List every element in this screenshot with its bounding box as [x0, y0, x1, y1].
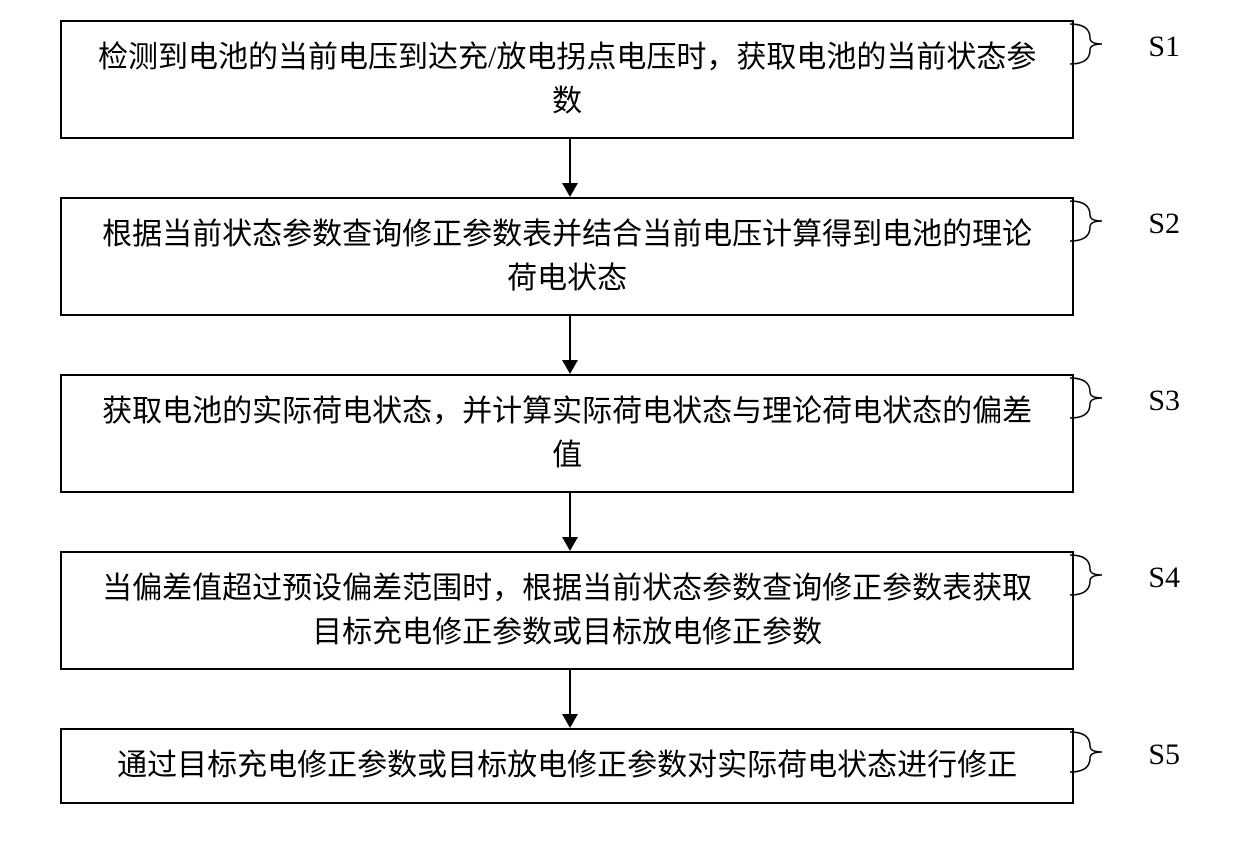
- step-label: S2: [1148, 207, 1180, 241]
- label-bracket-wrap: S3: [1068, 374, 1180, 418]
- step-row: 当偏差值超过预设偏差范围时，根据当前状态参数查询修正参数表获取目标充电修正参数或…: [60, 551, 1180, 670]
- step-row: 检测到电池的当前电压到达充/放电拐点电压时，获取电池的当前状态参数 S1: [60, 20, 1180, 139]
- step-text: 检测到电池的当前电压到达充/放电拐点电压时，获取电池的当前状态参数: [98, 41, 1036, 118]
- step-box-s2: 根据当前状态参数查询修正参数表并结合当前电压计算得到电池的理论荷电状态: [60, 197, 1074, 316]
- step-label: S3: [1148, 384, 1180, 418]
- step-text: 当偏差值超过预设偏差范围时，根据当前状态参数查询修正参数表获取目标充电修正参数或…: [102, 572, 1032, 649]
- step-box-s5: 通过目标充电修正参数或目标放电修正参数对实际荷电状态进行修正: [60, 728, 1074, 804]
- step-text: 根据当前状态参数查询修正参数表并结合当前电压计算得到电池的理论荷电状态: [102, 218, 1032, 295]
- step-row: 通过目标充电修正参数或目标放电修正参数对实际荷电状态进行修正 S5: [60, 728, 1180, 804]
- step-row: 获取电池的实际荷电状态，并计算实际荷电状态与理论荷电状态的偏差值 S3: [60, 374, 1180, 493]
- step-label: S1: [1148, 30, 1180, 64]
- curly-bracket-icon: [1068, 199, 1124, 243]
- step-box-s3: 获取电池的实际荷电状态，并计算实际荷电状态与理论荷电状态的偏差值: [60, 374, 1074, 493]
- curly-bracket-icon: [1068, 730, 1124, 774]
- connector-row: [60, 493, 1180, 551]
- step-label: S4: [1148, 561, 1180, 595]
- curly-bracket-icon: [1068, 553, 1124, 597]
- step-label: S5: [1148, 738, 1180, 772]
- arrow-down-icon: [555, 493, 585, 551]
- connector-row: [60, 670, 1180, 728]
- label-bracket-wrap: S5: [1068, 728, 1180, 772]
- step-row: 根据当前状态参数查询修正参数表并结合当前电压计算得到电池的理论荷电状态 S2: [60, 197, 1180, 316]
- curly-bracket-icon: [1068, 22, 1124, 66]
- flowchart-container: 检测到电池的当前电压到达充/放电拐点电压时，获取电池的当前状态参数 S1 根据当…: [60, 20, 1180, 804]
- connector-row: [60, 139, 1180, 197]
- arrow-down-icon: [555, 670, 585, 728]
- step-text: 通过目标充电修正参数或目标放电修正参数对实际荷电状态进行修正: [117, 749, 1017, 782]
- step-box-s4: 当偏差值超过预设偏差范围时，根据当前状态参数查询修正参数表获取目标充电修正参数或…: [60, 551, 1074, 670]
- label-bracket-wrap: S2: [1068, 197, 1180, 241]
- connector-row: [60, 316, 1180, 374]
- curly-bracket-icon: [1068, 376, 1124, 420]
- label-bracket-wrap: S4: [1068, 551, 1180, 595]
- arrow-down-icon: [555, 139, 585, 197]
- label-bracket-wrap: S1: [1068, 20, 1180, 64]
- step-text: 获取电池的实际荷电状态，并计算实际荷电状态与理论荷电状态的偏差值: [102, 395, 1032, 472]
- step-box-s1: 检测到电池的当前电压到达充/放电拐点电压时，获取电池的当前状态参数: [60, 20, 1074, 139]
- arrow-down-icon: [555, 316, 585, 374]
